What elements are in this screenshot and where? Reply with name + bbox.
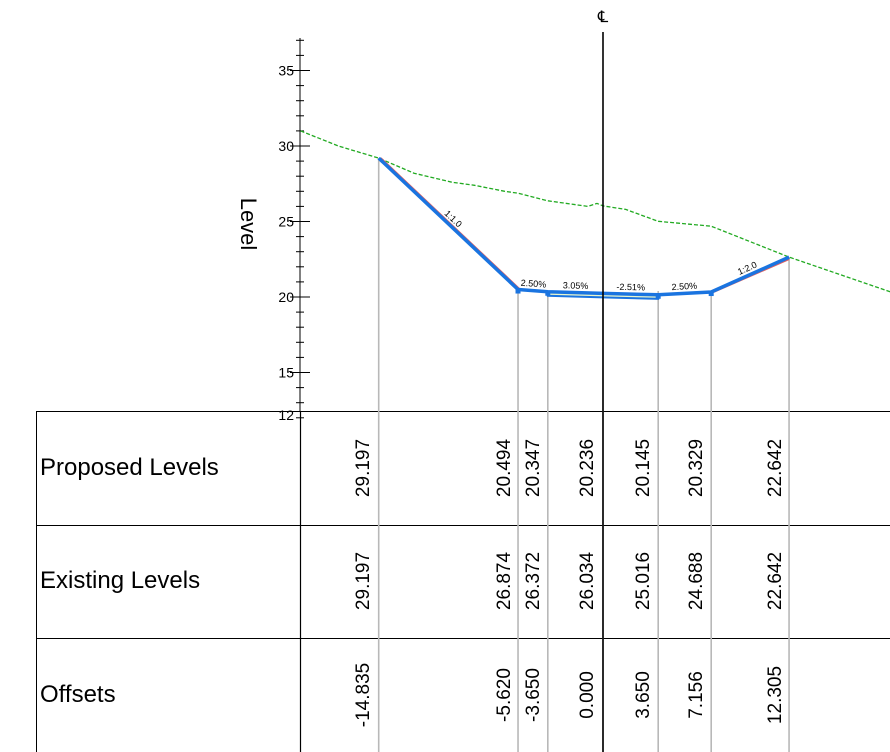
axis-tick-label: 15 xyxy=(278,365,294,381)
proposed-design-line xyxy=(377,156,790,297)
table-cell: 12.305 xyxy=(765,666,786,724)
existing-ground-line xyxy=(300,130,890,293)
table-cell: -14.835 xyxy=(353,663,374,727)
table-cell: 26.874 xyxy=(494,552,515,611)
slope-label: 2.50% xyxy=(671,281,697,292)
design-node-marker xyxy=(655,293,661,299)
offset-grid-lines xyxy=(377,158,790,752)
row-label-proposed-levels: Proposed Levels xyxy=(40,454,219,481)
table-cell: 22.642 xyxy=(765,439,786,497)
axis-tick-label: 25 xyxy=(278,214,294,230)
table-cell: 26.372 xyxy=(523,552,544,610)
axis-tick-label: 20 xyxy=(278,289,294,305)
slope-label: -2.51% xyxy=(616,282,645,293)
slope-label: 2.50% xyxy=(520,278,546,290)
section-profile: 1:1.02.50% 3.05% -2.51% 2.50%1:2.0 xyxy=(300,130,890,300)
design-node-marker xyxy=(515,288,521,294)
table-cell: 7.156 xyxy=(686,671,707,719)
table-cell: 20.347 xyxy=(523,439,544,497)
axis-tick-label: 35 xyxy=(278,63,294,79)
table-cell: 20.236 xyxy=(577,439,598,497)
table-cell: 29.197 xyxy=(353,552,374,610)
table-cell: 24.688 xyxy=(686,552,707,610)
row-label-offsets: Offsets xyxy=(40,681,116,708)
design-node-marker xyxy=(708,291,714,297)
slope-label: 3.05% xyxy=(563,280,589,291)
table-cell: -3.650 xyxy=(523,668,544,722)
axis-tick-label: 12 xyxy=(278,407,294,423)
table-cell: 22.642 xyxy=(765,552,786,610)
axis-tick-label: 30 xyxy=(278,138,294,154)
level-axis: 35 30 25 20 15 12 xyxy=(278,38,310,423)
table-border xyxy=(36,411,890,752)
axis-title: Level xyxy=(236,198,261,251)
table-cells: 29.197 20.494 20.347 20.236 20.145 20.329 22.6… xyxy=(353,439,786,728)
table-cell: -5.620 xyxy=(494,668,515,722)
design-node-marker xyxy=(545,290,551,296)
table-cell: 25.016 xyxy=(633,552,654,610)
table-cell: 3.650 xyxy=(633,671,654,719)
table-cell: 20.145 xyxy=(633,439,654,497)
table-cell: 0.000 xyxy=(577,671,598,719)
data-table: Proposed Levels Existing Levels Offsets … xyxy=(36,158,890,752)
table-cell: 20.494 xyxy=(494,439,515,498)
table-cell: 29.197 xyxy=(353,439,374,497)
table-cell: 26.034 xyxy=(577,552,598,611)
centerline-symbol: ℄ xyxy=(597,9,609,26)
row-label-existing-levels: Existing Levels xyxy=(40,567,200,594)
table-cell: 20.329 xyxy=(686,439,707,497)
